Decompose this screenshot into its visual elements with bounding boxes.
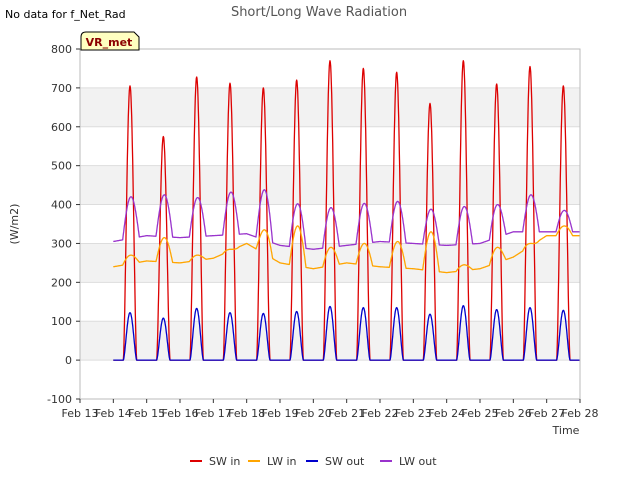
x-tick-label: Feb 21 — [328, 407, 365, 420]
x-tick-label: Feb 14 — [95, 407, 132, 420]
x-tick-label: Feb 18 — [228, 407, 265, 420]
x-tick-label: Feb 19 — [262, 407, 299, 420]
x-tick-label: Feb 17 — [195, 407, 232, 420]
legend-label-lw-in: LW in — [267, 455, 297, 468]
x-tick-label: Feb 13 — [62, 407, 99, 420]
series-line-lw-out — [113, 189, 580, 250]
x-tick-label: Feb 23 — [395, 407, 432, 420]
plot-frame — [79, 48, 581, 400]
grid-band — [80, 165, 580, 205]
x-tick-label: Feb 26 — [495, 407, 532, 420]
x-tick-label: Feb 22 — [362, 407, 399, 420]
series-line-sw-out — [113, 305, 580, 361]
series-layer — [113, 60, 580, 361]
legend-label-sw-out: SW out — [325, 455, 365, 468]
x-tick-label: Feb 20 — [295, 407, 332, 420]
y-tick-label: 700 — [51, 82, 72, 95]
x-tick-label: Feb 27 — [528, 407, 565, 420]
x-tick-label: Feb 24 — [428, 407, 465, 420]
y-tick-label: -100 — [47, 393, 72, 406]
y-axis-label: (W/m2) — [8, 204, 21, 245]
chart-title: Short/Long Wave Radiation — [231, 5, 407, 20]
grid-band — [80, 243, 580, 283]
y-tick-label: 100 — [51, 315, 72, 328]
x-tick-label: Feb 16 — [162, 407, 199, 420]
y-tick-label: 0 — [65, 354, 72, 367]
y-tick-label: 300 — [51, 237, 72, 250]
x-tick-label: Feb 25 — [462, 407, 499, 420]
series-line-lw-in — [113, 225, 580, 274]
legend-label-sw-in: SW in — [209, 455, 240, 468]
y-tick-label: 400 — [51, 199, 72, 212]
legend: SW in LW in SW out LW out — [190, 455, 437, 468]
y-axis-ticks: -100 0 100 200 300 400 500 600 700 800 — [47, 43, 80, 406]
station-badge-shape — [80, 31, 140, 51]
y-tick-label: 600 — [51, 121, 72, 134]
y-tick-label: 500 — [51, 160, 72, 173]
plot-background — [80, 49, 580, 399]
station-badge: VR_met — [80, 31, 140, 51]
legend-label-lw-out: LW out — [399, 455, 437, 468]
no-data-note: No data for f_Net_Rad — [5, 8, 126, 21]
y-tick-label: 200 — [51, 276, 72, 289]
grid-band — [80, 87, 580, 127]
grid-band — [80, 321, 580, 361]
y-tick-label: 800 — [51, 43, 72, 56]
station-badge-label: VR_met — [86, 36, 133, 49]
x-axis-label: Time — [552, 424, 580, 437]
x-tick-label: Feb 15 — [128, 407, 165, 420]
x-tick-label: Feb 28 — [562, 407, 599, 420]
